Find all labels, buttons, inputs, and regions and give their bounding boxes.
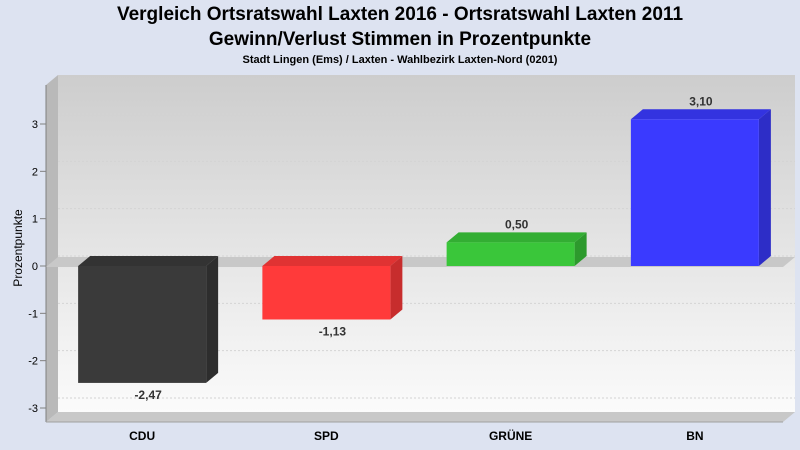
chart-location-subtitle: Stadt Lingen (Ems) / Laxten - Wahlbezirk… [242, 54, 558, 66]
y-tick-label: 1 [32, 214, 38, 226]
bar-bn: 3,10 [630, 94, 771, 267]
y-tick-label: 2 [32, 166, 38, 178]
bar-top [262, 256, 403, 266]
y-axis-title: Prozentpunkte [11, 209, 25, 287]
bar-front [78, 266, 207, 383]
y-tick-label: -2 [28, 356, 38, 368]
data-label: -2,47 [134, 388, 162, 402]
chart-subtitle: Gewinn/Verlust Stimmen in Prozentpunkte [208, 29, 592, 50]
bar-spd: -1,13 [262, 256, 403, 338]
chart-title: Vergleich Ortsratswahl Laxten 2016 - Ort… [116, 4, 684, 25]
bar-cdu: -2,47 [78, 256, 219, 402]
bar-side [390, 256, 403, 320]
y-tick-label: -3 [28, 403, 38, 415]
bar-top [446, 232, 587, 243]
y-tick-label: -1 [28, 308, 38, 320]
bar-grüne: 0,50 [446, 217, 587, 266]
zero-baseline [46, 257, 795, 267]
bar-side [206, 256, 219, 383]
zero-plane [46, 257, 795, 267]
data-label: 0,50 [505, 217, 529, 231]
gridlines [58, 113, 795, 399]
plot-left-wall [46, 75, 58, 422]
bar-front [630, 119, 759, 267]
x-tick-label: GRÜNE [489, 428, 532, 443]
y-tick-label: 3 [32, 119, 38, 131]
y-axis-ticks: 3 2 1 0 -1 -2 -3 [28, 119, 46, 415]
data-label: 3,10 [689, 94, 713, 108]
x-tick-label: CDU [129, 429, 155, 443]
data-label: -1,13 [319, 324, 347, 338]
bar-top [630, 109, 771, 120]
bars: -2,47 -1,13 0,50 3,10 [78, 94, 771, 402]
plot-floor [46, 412, 795, 422]
bar-top [78, 256, 219, 266]
x-axis-labels: CDU SPD GRÜNE BN [129, 428, 703, 443]
bar-front [446, 242, 575, 266]
y-tick-label: 0 [32, 261, 38, 273]
x-tick-label: SPD [314, 429, 339, 443]
bar-side [574, 232, 587, 266]
bar-side [758, 109, 771, 267]
x-tick-label: BN [686, 429, 703, 443]
bar-front [262, 266, 391, 320]
